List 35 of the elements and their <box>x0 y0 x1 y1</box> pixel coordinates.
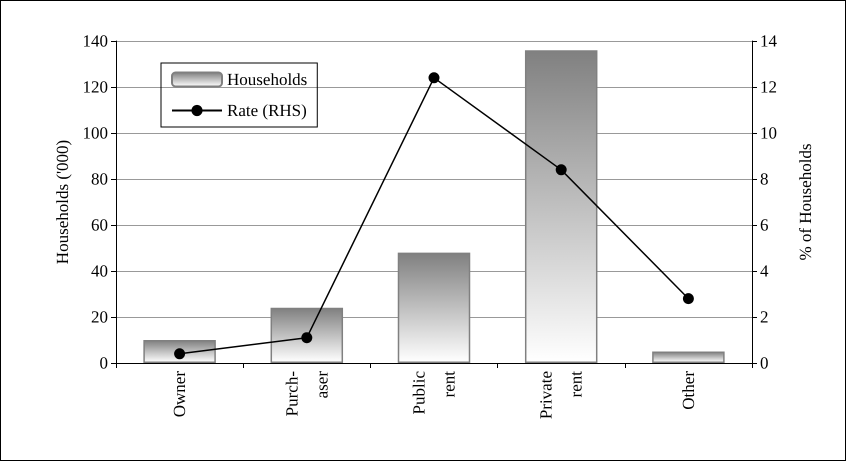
y2-tick-label: 6 <box>760 216 768 234</box>
x-tick-label: Owner <box>170 370 190 418</box>
y-axis-title: Households ('000) <box>53 140 72 264</box>
bar <box>270 308 344 363</box>
legend-label: Households <box>227 70 308 89</box>
y-tick-label: 120 <box>82 78 108 96</box>
bar <box>398 252 470 363</box>
y2-tick-label: 12 <box>760 78 777 96</box>
y-tick-label: 100 <box>82 124 108 142</box>
y-tick-label: 80 <box>91 170 108 188</box>
y2-tick-label: 10 <box>760 124 777 142</box>
y-tick-label: 20 <box>91 308 108 326</box>
y-tick-label: 40 <box>91 262 108 280</box>
y-tick-label: 60 <box>91 216 108 234</box>
bar <box>652 352 725 363</box>
legend-label: Rate (RHS) <box>227 101 307 120</box>
x-tick-label: Public rent <box>410 370 458 414</box>
y2-tick-label: 2 <box>760 308 768 326</box>
point <box>682 293 694 304</box>
y2-tick-label: 8 <box>760 170 768 188</box>
point <box>301 332 312 344</box>
y2-tick-label: 14 <box>760 32 778 50</box>
y2-tick-label: 4 <box>760 262 769 280</box>
x-tick-label: Private rent <box>536 370 586 420</box>
point <box>556 164 567 176</box>
x-tick-label: Other <box>678 370 698 410</box>
bar <box>524 50 598 363</box>
point <box>174 348 186 360</box>
y-tick-label: 140 <box>82 32 108 50</box>
bar <box>143 340 216 363</box>
y-tick-label: 0 <box>100 354 108 372</box>
y2-axis-title: % of Households <box>796 143 815 261</box>
point <box>428 72 440 84</box>
x-tick-label: Purch- aser <box>282 370 332 416</box>
y2-tick-label: 0 <box>760 354 768 372</box>
